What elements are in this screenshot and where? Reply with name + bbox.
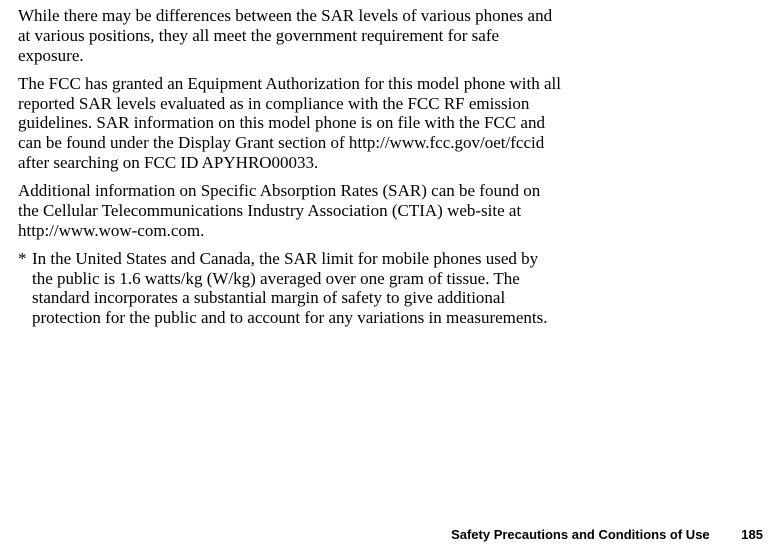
footer-title: Safety Precautions and Conditions of Use xyxy=(451,527,710,542)
body-paragraph: While there may be differences between t… xyxy=(18,6,561,66)
page-footer: Safety Precautions and Conditions of Use… xyxy=(18,527,763,542)
body-paragraph: Additional information on Specific Absor… xyxy=(18,181,561,241)
footer-page-number: 185 xyxy=(741,527,763,542)
body-paragraph: The FCC has granted an Equipment Authori… xyxy=(18,74,561,173)
footnote-marker: * xyxy=(18,249,32,329)
document-page: While there may be differences between t… xyxy=(0,0,781,550)
footnote-text: In the United States and Canada, the SAR… xyxy=(32,249,561,329)
footnote: * In the United States and Canada, the S… xyxy=(18,249,561,329)
